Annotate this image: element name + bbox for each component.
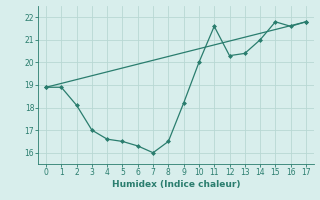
X-axis label: Humidex (Indice chaleur): Humidex (Indice chaleur) <box>112 180 240 189</box>
